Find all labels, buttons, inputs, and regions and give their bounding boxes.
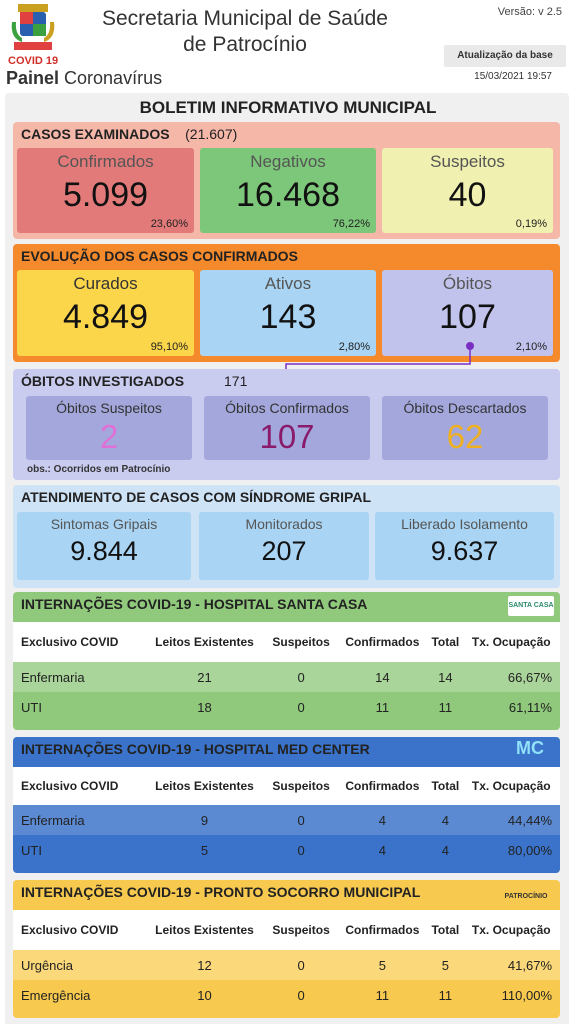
med-center-table: Exclusivo COVID Leitos Existentes Suspei… (13, 767, 560, 865)
section-title: EVOLUÇÃO DOS CASOS CONFIRMADOS (21, 248, 298, 264)
version-label: Versão: v 2.5 (497, 6, 562, 18)
curados-card[interactable]: Curados 4.849 95,10% (17, 270, 194, 356)
painel-label: Painel Coronavírus (6, 68, 163, 88)
confirmados-card[interactable]: Confirmados 5.099 23,60% (17, 148, 194, 233)
app-header: COVID 19 Painel Coronavírus Secretaria M… (0, 0, 576, 92)
page-title: Secretaria Municipal de Saúde de Patrocí… (101, 7, 388, 56)
city-coat-of-arms-logo (11, 4, 55, 50)
section-title: INTERNAÇÕES COVID-19 - HOSPITAL MED CENT… (21, 741, 370, 757)
pronto-socorro-table: Exclusivo COVID Leitos Existentes Suspei… (13, 910, 560, 1010)
section-title: ATENDIMENTO DE CASOS COM SÍNDROME GRIPAL (21, 489, 372, 505)
section-title: INTERNAÇÕES COVID-19 - HOSPITAL SANTA CA… (21, 596, 368, 612)
med-center-logo: MC (516, 738, 544, 758)
obitos-confirmados-card[interactable]: Óbitos Confirmados 107 (204, 396, 370, 460)
section-title: INTERNAÇÕES COVID-19 - PRONTO SOCORRO MU… (21, 884, 421, 900)
obitos-suspeitos-card[interactable]: Óbitos Suspeitos 2 (26, 396, 192, 460)
obitos-investigados-section: ÓBITOS INVESTIGADOS 171 Óbitos Suspeitos … (13, 369, 560, 480)
update-date: 15/03/2021 19:57 (474, 71, 552, 82)
suspeitos-card[interactable]: Suspeitos 40 0,19% (382, 148, 553, 233)
med-center-section: INTERNAÇÕES COVID-19 - HOSPITAL MED CENT… (13, 737, 560, 873)
table-row: UTI 5 0 4 4 80,00% (13, 835, 560, 865)
monitorados-card[interactable]: Monitorados 207 (199, 512, 369, 580)
obitos-obs-note: obs.: Ocorridos em Patrocínio (27, 464, 171, 475)
table-row: Enfermaria 9 0 4 4 44,44% (13, 805, 560, 835)
sintomas-gripais-card[interactable]: Sintomas Gripais 9.844 (17, 512, 191, 580)
section-title: ÓBITOS INVESTIGADOS 171 (21, 373, 248, 389)
pronto-socorro-section: INTERNAÇÕES COVID-19 - PRONTO SOCORRO MU… (13, 880, 560, 1018)
ativos-card[interactable]: Ativos 143 2,80% (200, 270, 376, 356)
table-row: Urgência 12 0 5 5 41,67% (13, 950, 560, 980)
negativos-card[interactable]: Negativos 16.468 76,22% (200, 148, 376, 233)
table-row: UTI 18 0 11 11 61,11% (13, 692, 560, 722)
covid19-tag: COVID 19 (8, 55, 59, 67)
sindrome-gripal-section: ATENDIMENTO DE CASOS COM SÍNDROME GRIPAL… (13, 485, 560, 588)
update-base-button[interactable]: Atualização da base (444, 45, 566, 67)
santa-casa-section: INTERNAÇÕES COVID-19 - HOSPITAL SANTA CA… (13, 592, 560, 730)
table-row: Enfermaria 21 0 14 14 66,67% (13, 662, 560, 692)
liberado-isolamento-card[interactable]: Liberado Isolamento 9.637 (375, 512, 554, 580)
casos-examinados-section: CASOS EXAMINADOS (21.607) Confirmados 5.… (13, 122, 560, 239)
table-row: Emergência 10 0 11 11 110,00% (13, 980, 560, 1010)
evolucao-section: EVOLUÇÃO DOS CASOS CONFIRMADOS Curados 4… (13, 244, 560, 362)
santa-casa-table: Exclusivo COVID Leitos Existentes Suspei… (13, 622, 560, 722)
santa-casa-logo: SANTA CASA (508, 596, 554, 616)
bulletin-title: BOLETIM INFORMATIVO MUNICIPAL (139, 98, 437, 117)
obitos-card[interactable]: Óbitos 107 2,10% (382, 270, 553, 356)
section-title: CASOS EXAMINADOS (21.607) (21, 126, 238, 142)
prefeitura-patrocinio-logo: PATROCÍNIO (504, 893, 548, 900)
obitos-descartados-card[interactable]: Óbitos Descartados 62 (382, 396, 548, 460)
